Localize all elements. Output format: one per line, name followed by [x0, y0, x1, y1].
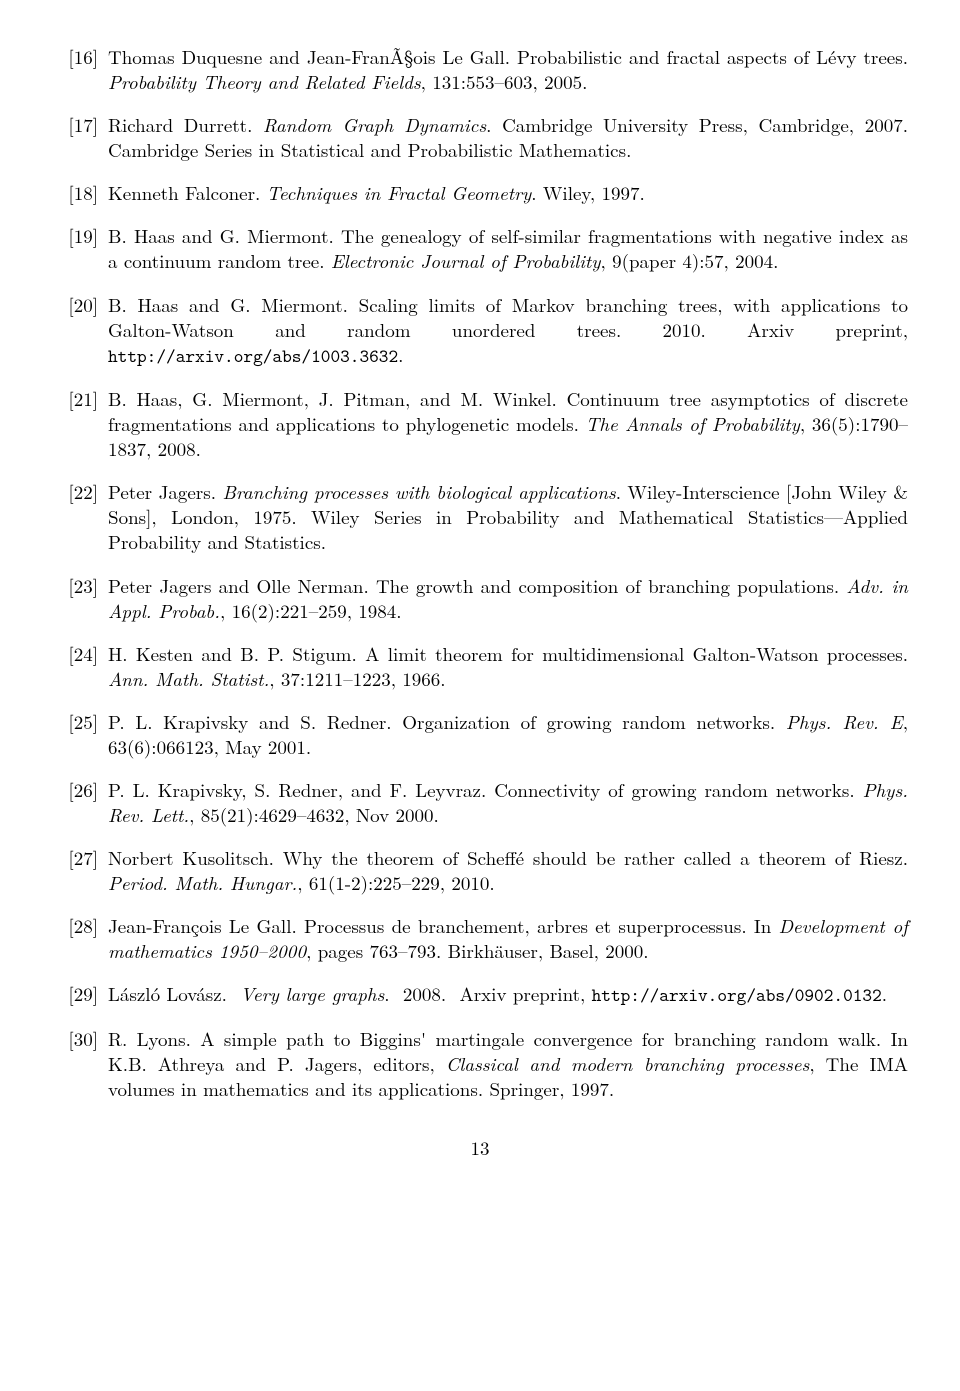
bib-text-run: Thomas Duquesne and Jean-FranÃ§ois Le Ga…: [108, 43, 908, 70]
bib-text-run: Phys. Rev. E: [786, 708, 903, 735]
bib-number: [16]: [52, 44, 108, 94]
bib-text-run: , 131:553–603, 2005.: [421, 68, 588, 95]
bib-text-run: http://arxiv.org/abs/0902.0132: [592, 982, 882, 1007]
bib-text: László Lovász. Very large graphs. 2008. Arx…: [108, 981, 908, 1007]
bib-text-run: 2008.: [403, 980, 446, 1007]
bib-entry: [22]Peter Jagers. Branching processes wi…: [52, 479, 908, 554]
bib-text: B. Haas, G. Miermont, J. Pitman, and M. …: [108, 386, 908, 461]
bib-number: [30]: [52, 1026, 108, 1101]
bib-text: H. Kesten and B. P. Stigum. A limit theo…: [108, 641, 908, 691]
bib-text-run: Probability Theory and Related Fields: [108, 68, 421, 95]
bib-text-run: The Annals of Probability: [586, 410, 800, 437]
bib-number: [23]: [52, 573, 108, 623]
bib-entry: [24]H. Kesten and B. P. Stigum. A limit …: [52, 641, 908, 691]
bib-number: [19]: [52, 223, 108, 273]
bib-text: Richard Durrett. Random Graph Dynamics. …: [108, 112, 908, 162]
bib-text-run: , 16(2):221–259, 1984.: [220, 597, 402, 624]
bib-text-run: . Wiley, 1997.: [531, 179, 645, 206]
bib-number: [17]: [52, 112, 108, 162]
bib-text-run: .: [882, 980, 887, 1007]
bib-text-run: , 37:1211–1223, 1966.: [269, 665, 445, 692]
bib-entry: [17]Richard Durrett. Random Graph Dynami…: [52, 112, 908, 162]
bibliography-list: [16]Thomas Duquesne and Jean-FranÃ§ois L…: [52, 44, 908, 1101]
bib-number: [21]: [52, 386, 108, 461]
bib-number: [24]: [52, 641, 108, 691]
bib-text: R. Lyons. A simple path to Biggins' mart…: [108, 1026, 908, 1101]
bib-number: [25]: [52, 709, 108, 759]
bib-entry: [30]R. Lyons. A simple path to Biggins' …: [52, 1026, 908, 1101]
bib-text-run: , 9(paper 4):57, 2004.: [600, 247, 778, 274]
bib-entry: [26]P. L. Krapivsky, S. Redner, and F. L…: [52, 777, 908, 827]
bib-entry: [20]B. Haas and G. Miermont. Scaling lim…: [52, 292, 908, 368]
bib-entry: [19]B. Haas and G. Miermont. The genealo…: [52, 223, 908, 273]
bib-text-run: Arxiv preprint,: [459, 980, 591, 1007]
bib-number: [29]: [52, 981, 108, 1007]
bib-text-run: .: [384, 980, 389, 1007]
bib-text-run: Kenneth Falconer.: [108, 179, 267, 206]
bib-text-run: P. L. Krapivsky, S. Redner, and F. Leyvr…: [108, 776, 863, 803]
bib-text: Thomas Duquesne and Jean-FranÃ§ois Le Ga…: [108, 44, 908, 94]
bib-text-run: B. Haas and G. Miermont. Scaling limits …: [108, 291, 908, 343]
bib-text-run: Classical and modern branching processes: [446, 1050, 810, 1077]
bib-number: [28]: [52, 913, 108, 963]
bib-text-run: H. Kesten and B. P. Stigum. A limit theo…: [108, 640, 908, 667]
bib-number: [22]: [52, 479, 108, 554]
bib-entry: [18]Kenneth Falconer. Techniques in Frac…: [52, 180, 908, 205]
bib-text-run: Electronic Journal of Probability: [331, 247, 601, 274]
bib-text-run: Random Graph Dynamics: [263, 111, 486, 138]
bib-text-run: László Lovász.: [108, 980, 227, 1007]
bib-text-run: Peter Jagers and Olle Nerman. The growth…: [108, 572, 846, 599]
bib-number: [27]: [52, 845, 108, 895]
bib-text-run: Techniques in Fractal Geometry: [267, 179, 532, 206]
bib-text: B. Haas and G. Miermont. Scaling limits …: [108, 292, 908, 368]
bib-entry: [27]Norbert Kusolitsch. Why the theorem …: [52, 845, 908, 895]
bib-entry: [23]Peter Jagers and Olle Nerman. The gr…: [52, 573, 908, 623]
bib-entry: [21]B. Haas, G. Miermont, J. Pitman, and…: [52, 386, 908, 461]
bib-text-run: Very large graphs: [240, 980, 384, 1007]
bib-text-run: Ann. Math. Statist.: [108, 665, 269, 692]
bib-text-run: Period. Math. Hungar.: [108, 869, 297, 896]
bib-text: P. L. Krapivsky, S. Redner, and F. Leyvr…: [108, 777, 908, 827]
bib-text: Kenneth Falconer. Techniques in Fractal …: [108, 180, 908, 205]
bib-text: Norbert Kusolitsch. Why the theorem of S…: [108, 845, 908, 895]
bib-text-run: .: [398, 341, 403, 368]
bib-text-run: Peter Jagers.: [108, 478, 222, 505]
bib-text-run: Norbert Kusolitsch. Why the theorem of S…: [108, 844, 908, 871]
bib-text: B. Haas and G. Miermont. The genealogy o…: [108, 223, 908, 273]
bib-text-run: http://arxiv.org/abs/1003.3632: [108, 343, 398, 368]
bib-entry: [29]László Lovász. Very large graphs. 2008…: [52, 981, 908, 1007]
bib-text-run: P. L. Krapivsky and S. Redner. Organizat…: [108, 708, 786, 735]
bib-text: P. L. Krapivsky and S. Redner. Organizat…: [108, 709, 908, 759]
bib-text-run: Branching processes with biological appl…: [222, 478, 615, 505]
bib-text: Peter Jagers. Branching processes with b…: [108, 479, 908, 554]
bib-text-run: , 85(21):4629–4632, Nov 2000.: [189, 801, 439, 828]
bib-text: Jean-François Le Gall. Processus de bran…: [108, 913, 908, 963]
bib-text-run: , pages 763–793. Birkhäuser, Basel, 2000…: [306, 937, 648, 964]
bib-entry: [28]Jean-François Le Gall. Processus de …: [52, 913, 908, 963]
bib-text: Peter Jagers and Olle Nerman. The growth…: [108, 573, 908, 623]
bib-entry: [16]Thomas Duquesne and Jean-FranÃ§ois L…: [52, 44, 908, 94]
bib-text-run: Jean-François Le Gall. Processus de bran…: [108, 912, 779, 939]
bib-entry: [25]P. L. Krapivsky and S. Redner. Organ…: [52, 709, 908, 759]
bib-text-run: , 61(1-2):225–229, 2010.: [297, 869, 494, 896]
bib-text-run: Richard Durrett.: [108, 111, 263, 138]
bib-number: [18]: [52, 180, 108, 205]
bib-number: [26]: [52, 777, 108, 827]
bib-number: [20]: [52, 292, 108, 368]
page-number: 13: [52, 1135, 908, 1160]
